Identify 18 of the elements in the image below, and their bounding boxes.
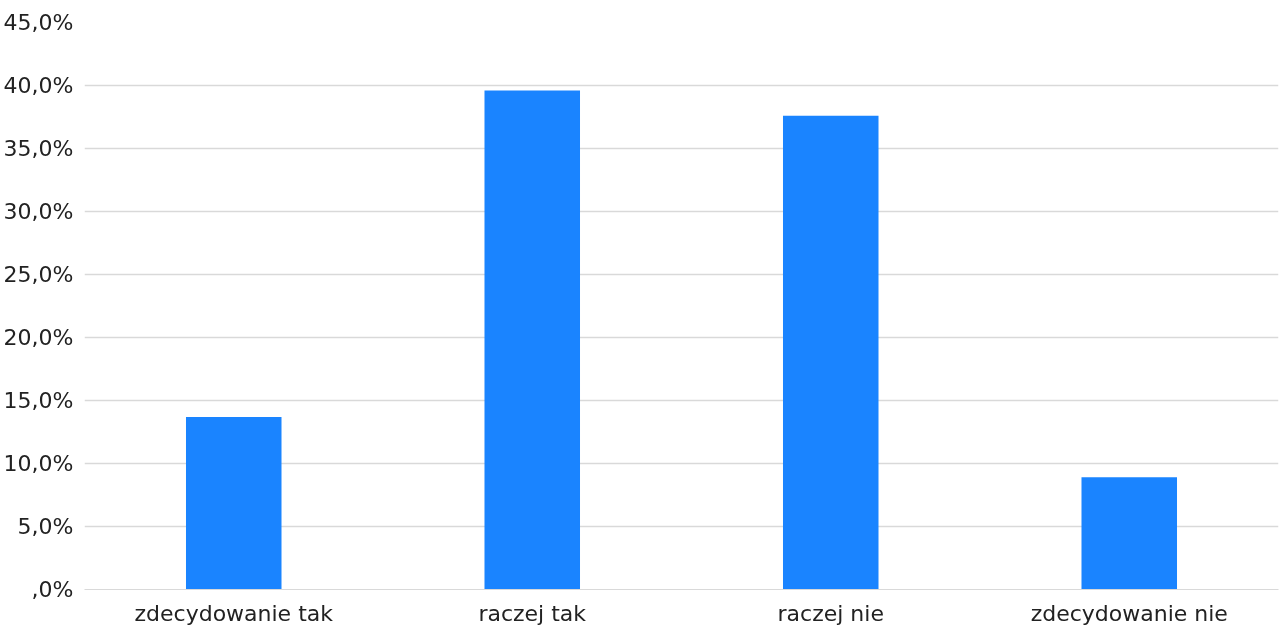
y-tick-label: 35,0%: [3, 136, 74, 161]
x-tick-label: raczej tak: [478, 600, 587, 626]
x-tick-label: raczej nie: [777, 600, 884, 626]
y-tick-label: ,0%: [31, 577, 74, 602]
y-tick-label: 5,0%: [17, 514, 74, 539]
bar: [1081, 477, 1178, 590]
y-tick-label: 15,0%: [3, 388, 74, 413]
x-tick-label: zdecydowanie nie: [1030, 600, 1228, 626]
y-tick-label: 25,0%: [3, 262, 74, 287]
y-tick-label: 10,0%: [3, 451, 74, 476]
bar: [185, 416, 282, 590]
y-tick-label: 45,0%: [3, 10, 74, 35]
y-tick-label: 40,0%: [3, 73, 74, 98]
bar: [484, 90, 581, 590]
x-tick-label: zdecydowanie tak: [134, 600, 334, 626]
y-tick-label: 20,0%: [3, 325, 74, 350]
y-tick-label: 30,0%: [3, 199, 74, 224]
bar: [782, 115, 879, 590]
